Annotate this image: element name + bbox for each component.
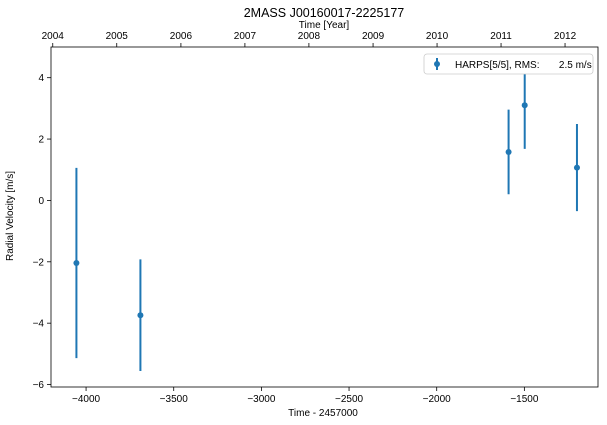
x-tick-label: −3500 <box>160 394 189 405</box>
legend: HARPS[5/5], RMS: 2.5 m/s <box>423 53 594 75</box>
y-tick-label: 0 <box>38 196 44 207</box>
top-x-tick-label: 2005 <box>106 31 129 42</box>
top-x-tick-label: 2007 <box>234 31 257 42</box>
x-tick-label: −2000 <box>423 394 452 405</box>
y-axis-label: Radial Velocity [m/s] <box>5 171 16 261</box>
top-x-tick-label: 2008 <box>298 31 321 42</box>
top-x-tick-label: 2004 <box>42 31 65 42</box>
data-point <box>73 260 80 267</box>
data-point <box>573 164 580 171</box>
data-layer <box>73 61 580 372</box>
data-point <box>137 312 144 319</box>
y-tick-label: 2 <box>38 135 44 146</box>
data-point <box>521 102 528 109</box>
top-x-tick-label: 2006 <box>170 31 193 42</box>
x-tick-label: −1500 <box>510 394 539 405</box>
legend-box <box>423 53 594 75</box>
x-tick-label: −3000 <box>247 394 276 405</box>
axes-layer: −4000 −3500 −3000 −2500 −2000 −1500 −6 −4 −2 0 2 4 2… <box>33 31 599 405</box>
x-tick-label: −4000 <box>72 394 101 405</box>
top-x-tick-label: 2011 <box>490 31 512 42</box>
top-x-tick-label: 2012 <box>554 31 577 42</box>
y-tick-label: −6 <box>33 380 45 391</box>
plot-frame <box>50 46 599 388</box>
legend-marker <box>434 61 440 67</box>
top-x-tick-label: 2009 <box>362 31 385 42</box>
chart-title: 2MASS J00160017-2225177 <box>244 6 405 20</box>
top-x-tick-label: 2010 <box>426 31 449 42</box>
legend-label: HARPS[5/5], RMS: 2.5 m/s <box>455 60 592 71</box>
y-tick-label: 4 <box>38 73 44 84</box>
x-tick-label: −2500 <box>335 394 364 405</box>
x-axis-label: Time - 2457000 <box>288 408 358 419</box>
y-tick-label: −2 <box>33 257 45 268</box>
data-point <box>505 148 512 155</box>
y-tick-label: −4 <box>33 319 45 330</box>
top-x-axis-label: Time [Year] <box>299 20 350 31</box>
